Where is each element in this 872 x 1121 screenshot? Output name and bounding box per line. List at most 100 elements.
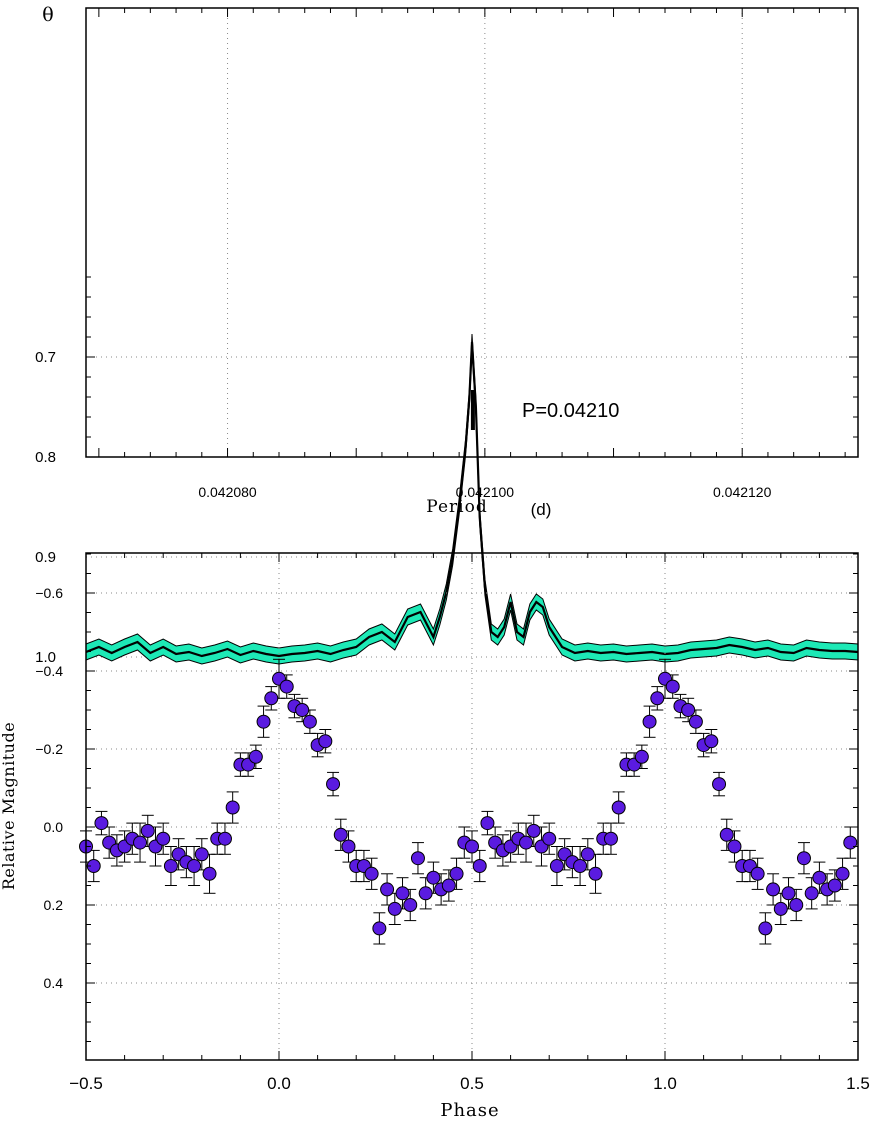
bottom-x-tick-label: −0.5 — [69, 1074, 103, 1093]
data-point — [835, 866, 850, 881]
data-point — [519, 835, 534, 850]
data-points — [79, 671, 858, 936]
data-point — [441, 878, 456, 893]
data-point — [372, 921, 387, 936]
data-point — [750, 866, 765, 881]
top-y-tick-label: 0.7 — [35, 349, 56, 366]
data-point — [279, 679, 294, 694]
bottom-y-tick-label: 0.4 — [44, 975, 64, 991]
data-point — [403, 898, 418, 912]
data-point — [395, 886, 410, 901]
data-point — [580, 847, 595, 862]
data-point — [318, 734, 333, 749]
data-point — [665, 679, 680, 694]
top-y-tick-label: 1.0 — [35, 649, 56, 666]
phase-axis-label: Phase — [440, 1100, 499, 1121]
magnitude-axis-label: Relative Magnitude — [0, 722, 18, 890]
data-point — [225, 800, 240, 815]
data-point — [202, 866, 217, 881]
data-point — [781, 886, 796, 901]
data-point — [773, 901, 788, 916]
data-point — [827, 878, 842, 893]
data-point — [712, 777, 727, 792]
data-point — [465, 839, 479, 854]
theta-axis-label: θ — [42, 4, 53, 26]
data-point — [163, 859, 178, 873]
data-point — [248, 749, 263, 764]
bottom-y-tick-label: −0.4 — [35, 663, 63, 679]
data-point — [194, 847, 209, 862]
data-point — [704, 734, 719, 749]
data-point — [549, 859, 564, 873]
data-point — [256, 714, 271, 729]
error-bars — [80, 658, 857, 945]
data-point — [302, 714, 317, 729]
bottom-x-tick-label: 1.5 — [846, 1074, 870, 1093]
data-point — [480, 816, 495, 831]
data-point — [333, 827, 348, 842]
data-point — [217, 831, 232, 846]
data-point — [156, 831, 171, 846]
period-unit-label: (d) — [531, 500, 552, 519]
data-point — [449, 866, 464, 881]
period-axis-label: Period — [426, 497, 487, 517]
data-point — [719, 827, 734, 842]
data-point — [681, 703, 696, 717]
data-point — [542, 831, 557, 846]
bottom-x-tick-label: 0.0 — [267, 1074, 291, 1093]
data-point — [380, 882, 395, 897]
top-y-tick-label: 0.8 — [35, 449, 56, 466]
period-marker — [470, 390, 475, 430]
data-point — [140, 823, 155, 838]
bottom-axis-ticks — [85, 553, 859, 1060]
data-point — [650, 691, 665, 706]
data-point — [688, 714, 703, 729]
data-point — [264, 691, 279, 706]
top-x-tick-label: 0.042080 — [198, 484, 257, 500]
data-point — [526, 823, 541, 838]
period-annotation: P=0.04210 — [522, 400, 619, 422]
data-point — [133, 835, 148, 850]
data-point — [472, 859, 487, 873]
data-point — [804, 886, 819, 901]
data-point — [766, 882, 781, 897]
data-point — [634, 749, 649, 764]
data-point — [573, 859, 588, 873]
data-point — [642, 714, 657, 729]
data-point — [364, 866, 379, 881]
bottom-plot-frame — [85, 552, 859, 1061]
data-point — [94, 816, 109, 831]
bottom-y-tick-label: 0.0 — [44, 819, 64, 835]
data-point — [418, 886, 433, 901]
data-point — [812, 870, 827, 885]
data-point — [426, 870, 441, 885]
data-point — [187, 859, 202, 873]
data-point — [758, 921, 773, 936]
data-point — [341, 839, 356, 854]
period-theta-panel: θ 0.7 0.8 0.9 1.0 0.042080 0.042100 0.04… — [35, 4, 859, 666]
data-point — [796, 851, 811, 866]
top-x-tick-label: 0.042100 — [456, 484, 515, 500]
data-point — [295, 703, 310, 717]
top-axis-ticks — [86, 8, 858, 457]
data-point — [410, 851, 425, 866]
data-point — [387, 901, 402, 916]
theta-curve — [85, 341, 859, 658]
bottom-x-tick-label: 0.5 — [460, 1074, 484, 1093]
bottom-y-tick-label: 0.2 — [44, 897, 64, 913]
top-x-tick-label: 0.042120 — [713, 484, 772, 500]
data-point — [789, 898, 804, 912]
top-plot-frame — [85, 7, 859, 458]
data-point — [843, 835, 858, 850]
data-point — [603, 831, 618, 846]
phase-magnitude-panel: −0.6 −0.4 −0.2 0.0 0.2 0.4 −0.5 0.0 0.5 … — [0, 552, 870, 1121]
data-point — [611, 800, 626, 815]
top-y-tick-label: 0.9 — [35, 549, 56, 566]
bottom-grid — [86, 553, 858, 1060]
bottom-x-tick-label: 1.0 — [653, 1074, 677, 1093]
bottom-y-tick-label: −0.6 — [35, 585, 63, 601]
data-point — [588, 866, 603, 881]
data-point — [727, 839, 742, 854]
data-point — [326, 777, 341, 792]
